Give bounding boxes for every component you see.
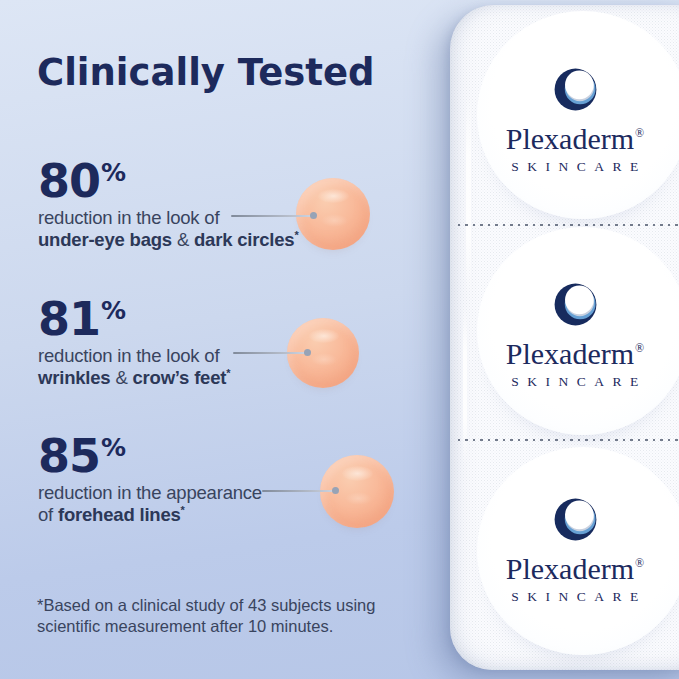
brand-name: Plexaderm®: [442, 124, 679, 154]
percent-sign: %: [101, 296, 126, 325]
stat-desc-line2: of forehead lines*: [38, 504, 262, 526]
stat-desc-line1: reduction in the look of: [38, 345, 230, 367]
plexaderm-swirl-icon: [548, 277, 603, 332]
connector-line-3: [262, 490, 333, 492]
brand-subtitle: SKINCARE: [442, 589, 679, 605]
stat-value: 85%: [38, 433, 262, 479]
stat-number: 80: [38, 154, 100, 208]
ad-canvas: Clinically Tested 80% reduction in the l…: [0, 0, 679, 679]
connector-line-2: [233, 352, 305, 354]
brand-name: Plexaderm®: [442, 339, 679, 369]
stat-value: 81%: [38, 296, 230, 342]
stat-number: 85: [38, 429, 100, 483]
stat-desc-line2: under-eye bags & dark circles*: [38, 229, 299, 251]
stat-wrinkles: 81% reduction in the look of wrinkles & …: [38, 296, 230, 389]
footnote-mark: *: [181, 504, 185, 516]
gel-drop-1: [296, 178, 370, 250]
brand-name: Plexaderm®: [442, 554, 679, 584]
stat-desc-line1: reduction in the look of: [38, 207, 299, 229]
brand-subtitle: SKINCARE: [442, 374, 679, 390]
footnote-mark: *: [226, 367, 230, 379]
registered-mark: ®: [635, 341, 644, 355]
footnote-mark: *: [294, 229, 298, 241]
brand-logo-1: Plexaderm® SKINCARE: [442, 62, 679, 175]
brand-logo-2: Plexaderm® SKINCARE: [442, 277, 679, 390]
headline: Clinically Tested: [37, 51, 375, 94]
stat-desc-line1: reduction in the appearance: [38, 482, 262, 504]
brand-subtitle: SKINCARE: [442, 159, 679, 175]
plexaderm-swirl-icon: [548, 62, 603, 117]
perforation-line-1: [458, 224, 679, 226]
stat-under-eye: 80% reduction in the look of under-eye b…: [38, 158, 299, 251]
registered-mark: ®: [635, 556, 644, 570]
blister-pack: Plexaderm® SKINCARE Plexaderm® SKINCARE …: [450, 5, 679, 670]
footnote: *Based on a clinical study of 43 subject…: [37, 595, 389, 638]
connector-line-1: [231, 215, 311, 217]
stat-desc-line2: wrinkles & crow’s feet*: [38, 367, 230, 389]
plexaderm-swirl-icon: [548, 492, 603, 547]
stat-forehead: 85% reduction in the appearance of foreh…: [38, 433, 262, 526]
percent-sign: %: [101, 433, 126, 462]
percent-sign: %: [101, 158, 126, 187]
brand-logo-3: Plexaderm® SKINCARE: [442, 492, 679, 605]
stat-number: 81: [38, 292, 100, 346]
registered-mark: ®: [635, 126, 644, 140]
perforation-line-2: [458, 439, 679, 441]
stat-value: 80%: [38, 158, 299, 204]
